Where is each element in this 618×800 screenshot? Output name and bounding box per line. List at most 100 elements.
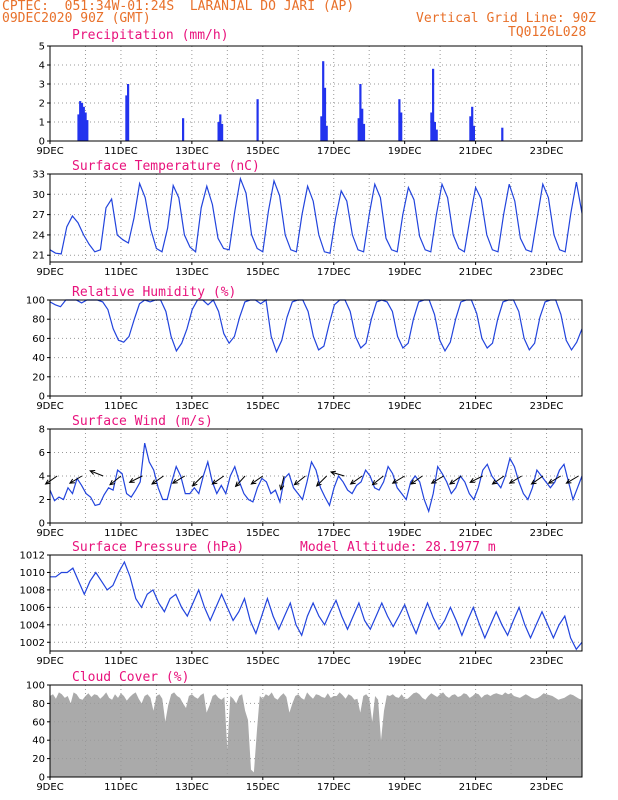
x-tick-label: 19DEC — [388, 267, 422, 278]
y-tick-label: 1002 — [20, 638, 45, 649]
panel-title: Surface Temperature (nC) — [72, 159, 260, 174]
x-tick-label: 23DEC — [530, 267, 564, 278]
precip-bar — [320, 116, 323, 141]
x-tick-label: 19DEC — [388, 782, 422, 793]
x-tick-label: 17DEC — [317, 528, 351, 539]
y-tick-label: 8 — [39, 425, 45, 436]
precip-bar — [323, 87, 327, 141]
precip-bar — [432, 68, 435, 141]
series-line — [49, 442, 583, 514]
x-tick-label: 23DEC — [530, 656, 564, 667]
x-tick-label: 11DEC — [104, 528, 138, 539]
precip-bar — [82, 106, 85, 141]
wind-vector-head — [349, 479, 356, 485]
y-tick-label: 80 — [32, 699, 45, 710]
precip-bar — [127, 84, 130, 141]
panel-frame — [49, 173, 583, 263]
y-tick-label: 21 — [32, 251, 45, 262]
precip-bar — [80, 103, 84, 141]
wind-vector-head — [211, 479, 218, 485]
y-tick-label: 3 — [39, 80, 45, 91]
x-tick-label: 11DEC — [104, 401, 138, 412]
wind-vector-head — [128, 477, 135, 483]
x-tick-label: 21DEC — [459, 401, 493, 412]
wind-vector-head — [109, 479, 116, 486]
y-tick-label: 80 — [32, 315, 45, 326]
wind-vector — [316, 475, 327, 487]
y-tick-label: 100 — [26, 296, 45, 307]
x-tick-label: 13DEC — [175, 528, 209, 539]
y-tick-label: 60 — [32, 334, 45, 345]
wind-vector — [151, 475, 164, 485]
panel-frame — [49, 554, 583, 652]
x-tick-label: 21DEC — [459, 146, 493, 157]
y-tick-label: 2 — [39, 99, 45, 110]
y-tick-label: 30 — [32, 190, 45, 201]
wind-vector-head — [371, 479, 378, 486]
wind-vector — [492, 475, 505, 485]
y-tick-label: 1008 — [20, 585, 45, 596]
header-station-line: CPTEC: 051:34W-01:24S LARANJAL DO JARI (… — [2, 0, 355, 14]
panel-title: Relative Humidity (%) — [72, 285, 236, 300]
wind-vector-head — [469, 477, 476, 483]
x-tick-label: 19DEC — [388, 401, 422, 412]
x-tick-label: 21DEC — [459, 782, 493, 793]
x-tick-label: 15DEC — [246, 782, 280, 793]
wind-vector — [431, 475, 444, 484]
wind-vector — [449, 475, 462, 485]
x-tick-label: 23DEC — [530, 782, 564, 793]
wind-vector-head — [448, 479, 455, 485]
wind-vector — [509, 475, 522, 484]
x-tick-label: 17DEC — [317, 146, 351, 157]
wind-vector — [45, 475, 58, 485]
header-grid-line-note: Vertical Grid Line: 90Z — [416, 11, 597, 26]
precip-bar — [430, 112, 433, 141]
precip-bar — [221, 123, 224, 141]
wind-vector — [531, 475, 544, 485]
x-tick-label: 15DEC — [246, 267, 280, 278]
wind-vector-head — [530, 479, 537, 485]
x-tick-label: 13DEC — [175, 401, 209, 412]
wind-vector-head — [391, 478, 398, 484]
wind-vector-head — [508, 478, 515, 484]
wind-vector — [192, 475, 203, 487]
y-tick-label: 40 — [32, 353, 45, 364]
x-tick-label: 9DEC — [36, 782, 63, 793]
panel-title: Cloud Cover (%) — [72, 670, 189, 685]
wind-vector-head — [68, 478, 75, 484]
wind-vector — [392, 475, 405, 484]
y-tick-label: 5 — [39, 42, 45, 53]
x-tick-label: 9DEC — [36, 401, 63, 412]
x-tick-label: 11DEC — [104, 782, 138, 793]
panel-title: Surface Wind (m/s) — [72, 414, 213, 429]
precip-bar — [219, 114, 222, 141]
y-tick-label: 20 — [32, 372, 45, 383]
precip-bar — [359, 84, 362, 141]
wind-vector-head — [191, 481, 198, 487]
y-tick-label: 60 — [32, 717, 45, 728]
x-tick-label: 9DEC — [36, 528, 63, 539]
x-tick-label: 15DEC — [246, 401, 280, 412]
precip-bar — [400, 112, 403, 141]
x-tick-label: 21DEC — [459, 267, 493, 278]
x-tick-label: 19DEC — [388, 656, 422, 667]
y-tick-label: 2 — [39, 495, 45, 506]
y-tick-label: 0 — [39, 392, 45, 403]
y-tick-label: 33 — [32, 170, 45, 181]
precip-bar — [472, 125, 475, 141]
y-tick-label: 1004 — [20, 620, 45, 631]
wind-vector-head — [234, 481, 241, 488]
precip-bar — [362, 123, 366, 141]
x-tick-label: 17DEC — [317, 782, 351, 793]
x-tick-label: 21DEC — [459, 528, 493, 539]
x-tick-label: 13DEC — [175, 656, 209, 667]
y-tick-label: 4 — [39, 61, 45, 72]
wind-vector — [251, 475, 264, 485]
x-tick-label: 13DEC — [175, 146, 209, 157]
y-tick-label: 27 — [32, 210, 45, 221]
wind-vector — [109, 475, 122, 486]
wind-vector — [280, 475, 285, 490]
wind-vector — [90, 470, 104, 477]
wind-vector — [410, 475, 423, 485]
